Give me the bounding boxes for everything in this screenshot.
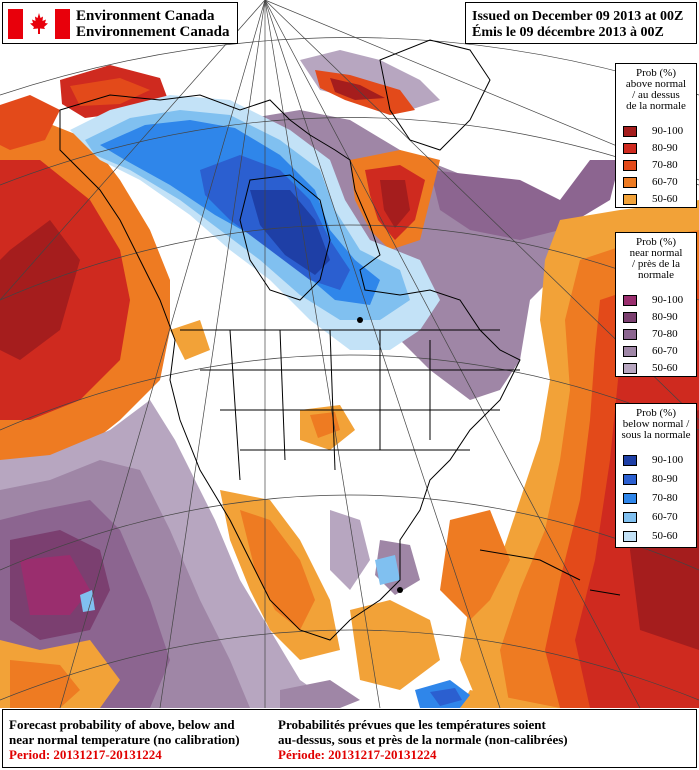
- canada-flag-icon: [8, 9, 70, 39]
- legend-entry: 70-80: [623, 159, 695, 172]
- legend-above-normal: Prob (%) above normal / au dessus de la …: [615, 63, 697, 208]
- legend-entry: 90-100: [623, 454, 695, 467]
- caption-french-line1: Probabilités prévues que les température…: [278, 717, 546, 732]
- issued-french: Émis le 09 décembre 2013 à 00Z: [472, 25, 664, 40]
- legend-entry: 80-90: [623, 473, 695, 486]
- legend-entry: 80-90: [623, 311, 695, 324]
- caption-english-line1: Forecast probability of above, below and: [9, 717, 235, 732]
- legend-entry: 50-60: [623, 362, 695, 375]
- legend-above-title: Prob (%) above normal / au dessus de la …: [625, 67, 687, 112]
- issued-english: Issued on December 09 2013 at 00Z: [472, 9, 684, 24]
- coastline-cuba: [479, 549, 581, 581]
- period-french: Période: 20131217-20131224: [278, 747, 437, 762]
- coastline-north-america: [59, 94, 521, 641]
- issue-date-panel: Issued on December 09 2013 at 00Z Émis l…: [465, 2, 697, 44]
- legend-entry: 70-80: [623, 492, 695, 505]
- legend-entry: 70-80: [623, 328, 695, 341]
- coastline-greenland: [379, 39, 491, 151]
- caption-french-line2: au-dessus, sous et près de la normale (n…: [278, 732, 568, 747]
- legend-entry: 60-70: [623, 345, 695, 358]
- org-name-english: Environment Canada: [76, 8, 215, 24]
- legend-entry: 90-100: [623, 294, 695, 307]
- legend-entry: 50-60: [623, 530, 695, 543]
- legend-entry: 50-60: [623, 193, 695, 206]
- coastline-hudson-bay: [239, 174, 331, 301]
- legend-below-normal: Prob (%) below normal / sous la normale …: [615, 403, 697, 548]
- period-english: Period: 20131217-20131224: [9, 747, 162, 762]
- environment-canada-logo-panel: Environment Canada Environnement Canada: [2, 2, 238, 44]
- legend-near-title: Prob (%) near normal / près de la normal…: [629, 236, 683, 281]
- org-name-french: Environnement Canada: [76, 24, 230, 40]
- footer-caption: Forecast probability of above, below and…: [2, 709, 697, 768]
- legend-entry: 80-90: [623, 142, 695, 155]
- caption-english-line2: near normal temperature (no calibration): [9, 732, 240, 747]
- legend-near-normal: Prob (%) near normal / près de la normal…: [615, 232, 697, 377]
- legend-below-title: Prob (%) below normal / sous la normale: [621, 407, 691, 441]
- legend-entry: 60-70: [623, 511, 695, 524]
- legend-entry: 90-100: [623, 125, 695, 138]
- legend-entry: 60-70: [623, 176, 695, 189]
